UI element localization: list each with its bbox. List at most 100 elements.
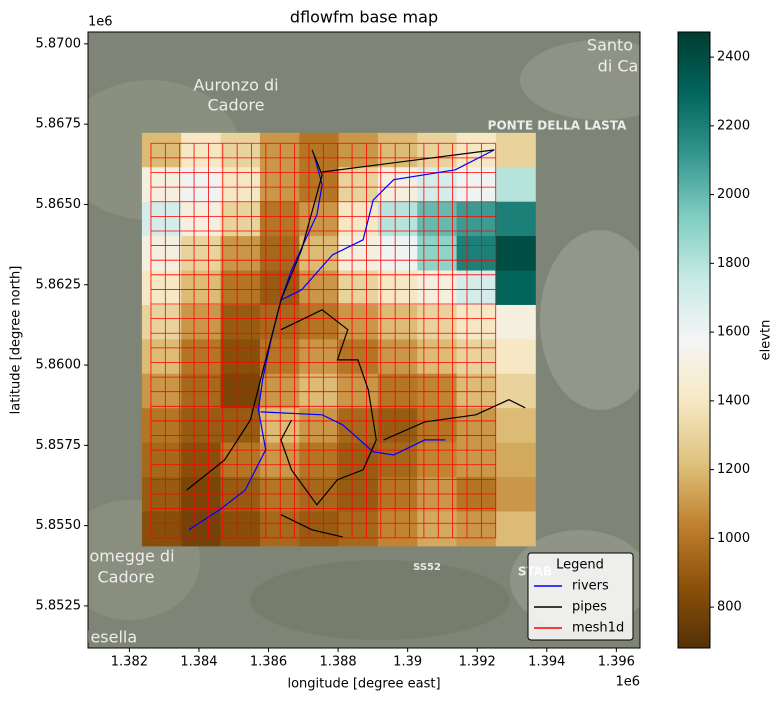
colorbar-tick-label: 1200 — [717, 462, 750, 477]
raster-cell — [417, 201, 458, 237]
raster-cell — [456, 477, 497, 512]
raster-cell — [299, 270, 340, 306]
raster-cell — [299, 477, 340, 512]
y-axis-label: latitude [degree north] — [9, 266, 24, 415]
raster-cell — [456, 167, 497, 203]
raster-cell — [338, 236, 379, 272]
raster-cell — [141, 304, 182, 340]
raster-cell — [220, 201, 261, 237]
x-tick-label: 1.388 — [319, 655, 356, 670]
raster-cell — [220, 304, 261, 340]
y-tick-label: 5.8600 — [36, 358, 82, 373]
x-tick-label: 1.396 — [598, 655, 635, 670]
raster-cell — [299, 339, 340, 375]
colorbar-tick-label: 1000 — [717, 531, 750, 546]
raster-cell — [141, 442, 182, 478]
raster-cell — [299, 373, 340, 409]
y-tick-label: 5.8700 — [36, 36, 82, 51]
raster-cell — [220, 236, 261, 272]
raster-cell — [141, 373, 182, 409]
colorbar-tick-label: 1600 — [717, 325, 750, 340]
x-tick-label: 1.394 — [528, 655, 565, 670]
raster-cell — [377, 477, 418, 512]
raster-cell — [456, 304, 497, 340]
raster-cell — [220, 167, 261, 203]
raster-cell — [417, 511, 458, 547]
basemap-label: Cadore — [208, 96, 265, 115]
basemap-label: lesella — [86, 628, 137, 647]
basemap-label: SS52 — [413, 562, 441, 573]
y-tick-label: 5.8650 — [36, 197, 82, 212]
raster-cell — [220, 339, 261, 375]
raster-cell — [299, 442, 340, 478]
raster-cell — [338, 167, 379, 203]
y-tick-label: 5.8525 — [36, 598, 82, 613]
raster-cell — [338, 304, 379, 340]
raster-cell — [377, 201, 418, 237]
colorbar-label: elevtn — [759, 320, 774, 361]
raster-cell — [417, 442, 458, 478]
raster-cell — [220, 442, 261, 478]
raster-cell — [338, 339, 379, 375]
x-tick-label: 1.382 — [111, 655, 148, 670]
raster-cell — [220, 270, 261, 306]
raster-cell — [377, 339, 418, 375]
basemap-label: Cadore — [98, 568, 155, 587]
legend-label: pipes — [572, 600, 607, 615]
chart-title: dflowfm base map — [290, 8, 438, 27]
raster-cell — [377, 236, 418, 272]
raster-cell — [338, 132, 379, 168]
raster-cell — [417, 236, 458, 272]
raster-cell — [220, 511, 261, 547]
raster-cell — [220, 477, 261, 512]
raster-cell — [220, 408, 261, 444]
raster-cell — [377, 167, 418, 203]
raster-cell — [181, 511, 222, 547]
raster-cell — [141, 339, 182, 375]
raster-cell — [377, 442, 418, 478]
colorbar-tick-label: 1800 — [717, 256, 750, 271]
raster-cell — [495, 270, 536, 306]
raster-cell — [417, 132, 458, 168]
raster-cell — [456, 408, 497, 444]
x-axis-label: longitude [degree east] — [287, 677, 440, 692]
raster-cell — [299, 132, 340, 168]
raster-cell — [181, 167, 222, 203]
raster-cell — [456, 236, 497, 272]
basemap-label: di Ca — [598, 57, 639, 76]
raster-cell — [141, 201, 182, 237]
x-tick-label: 1.39 — [393, 655, 422, 670]
raster-cell — [141, 270, 182, 306]
raster-cell — [495, 511, 536, 547]
raster-cell — [417, 408, 458, 444]
raster-cell — [456, 373, 497, 409]
colorbar-tick-label: 800 — [717, 600, 742, 615]
raster-cell — [495, 339, 536, 375]
raster-cell — [181, 270, 222, 306]
y-tick-label: 5.8575 — [36, 438, 82, 453]
raster-cell — [338, 201, 379, 237]
raster-cell — [417, 304, 458, 340]
raster-cell — [417, 339, 458, 375]
raster-cell — [495, 477, 536, 512]
raster-cell — [181, 132, 222, 168]
y-tick-label: 5.8675 — [36, 117, 82, 132]
raster-cell — [299, 236, 340, 272]
basemap-label: omegge di — [89, 547, 174, 566]
raster-cell — [377, 511, 418, 547]
raster-cell — [456, 442, 497, 478]
raster-cell — [181, 477, 222, 512]
raster-cell — [299, 511, 340, 547]
raster-cell — [495, 167, 536, 203]
colorbar-tick-label: 2400 — [717, 50, 750, 65]
raster-cell — [417, 373, 458, 409]
raster-cell — [377, 408, 418, 444]
x-tick-label: 1.386 — [250, 655, 287, 670]
raster-cell — [495, 442, 536, 478]
raster-cell — [456, 201, 497, 237]
colorbar-tick-label: 1400 — [717, 393, 750, 408]
raster-cell — [141, 167, 182, 203]
raster-cell — [338, 373, 379, 409]
x-tick-label: 1.384 — [180, 655, 217, 670]
raster-cell — [299, 201, 340, 237]
